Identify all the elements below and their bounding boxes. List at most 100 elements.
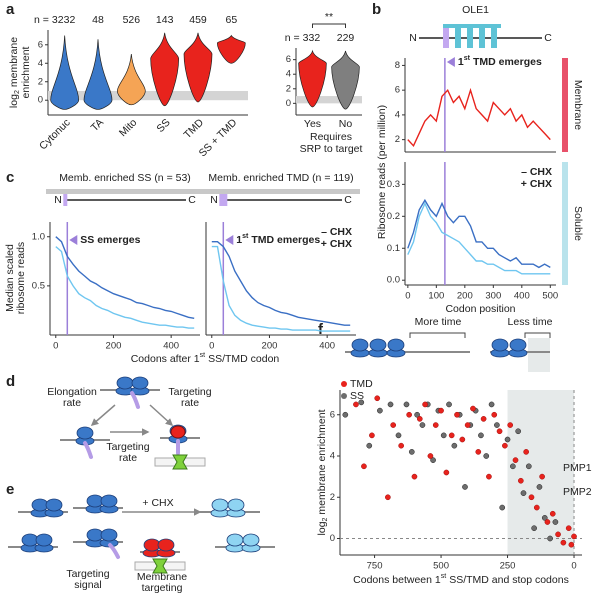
count-label-part: 3232 — [52, 14, 76, 26]
count-label: 459 — [189, 14, 207, 26]
x-tick-label: Cytonuc — [37, 117, 73, 153]
y-tick-label: 0.0 — [387, 275, 400, 286]
point — [406, 411, 412, 418]
x-axis-label: SRP to target — [300, 143, 363, 155]
point — [494, 422, 500, 428]
emerge-arrow — [446, 57, 455, 67]
ribosome-large — [76, 426, 94, 440]
diagram-label: + CHX — [142, 497, 173, 509]
y-tick-label: 4 — [330, 451, 335, 462]
c-terminus: C — [544, 32, 552, 44]
point — [395, 432, 402, 439]
emerge-arrow — [69, 235, 78, 245]
annotation: 1st TMD emerges — [236, 233, 320, 245]
y-tick-label: 0.1 — [387, 243, 400, 254]
point — [502, 442, 508, 449]
ribosome-large — [369, 338, 387, 352]
tmd-box — [443, 28, 449, 48]
translocon — [172, 454, 188, 470]
ribosome-large — [211, 498, 229, 512]
x-axis-label: Codon position — [445, 303, 515, 315]
x-tick-label: 300 — [485, 291, 501, 302]
point — [520, 490, 527, 496]
ribosome-large — [131, 376, 149, 390]
y-tick-label: 1.0 — [32, 231, 45, 242]
point — [454, 411, 460, 418]
annotation: 1st TMD emerges — [458, 55, 542, 67]
point — [390, 422, 397, 428]
panel-letter: f — [318, 321, 324, 338]
y-tick-label: 6 — [395, 85, 400, 96]
count-label: n = 3232 — [34, 14, 75, 26]
y-axis-label: Ribosome reads (per million) — [376, 105, 388, 239]
y-tick-label: 2 — [286, 83, 291, 94]
ribosome-large — [45, 498, 63, 512]
series-line — [55, 246, 195, 329]
legend-marker — [341, 381, 347, 387]
gene-track — [202, 189, 360, 194]
legend-entry: – CHX — [321, 226, 352, 238]
x-tick-label: 100 — [428, 291, 444, 302]
legend-entry: TMD — [350, 378, 373, 390]
point — [491, 411, 498, 418]
ribosome-large — [157, 538, 175, 552]
ribosome-large — [116, 376, 134, 390]
x-tick-label: 0 — [571, 561, 576, 572]
point — [486, 473, 492, 480]
signal-box — [219, 194, 228, 206]
point — [544, 519, 551, 525]
ribosome-large — [351, 338, 369, 352]
x-tick-label: No — [339, 118, 353, 130]
y-tick-label: 4 — [38, 58, 43, 69]
y-axis-label: log2 membrane — [8, 37, 22, 108]
count-label-part: n = — [285, 32, 300, 44]
diagram-label: Elongation — [47, 386, 97, 398]
count-label: 65 — [225, 14, 237, 26]
point — [411, 473, 418, 480]
annotation-part: TMD emerges — [251, 234, 320, 246]
tmd-box — [455, 28, 461, 48]
annotation-part: TMD emerges — [473, 56, 542, 68]
ribosome-large — [35, 533, 53, 547]
x-tick-label: 500 — [542, 291, 558, 302]
y-axis-label-part: 2 — [322, 517, 329, 521]
ribosome-large — [227, 498, 245, 512]
point — [478, 432, 484, 439]
point — [387, 401, 394, 408]
x-axis-label: Requires — [310, 131, 352, 143]
violin — [83, 39, 113, 110]
point — [528, 494, 535, 501]
y-axis-label: ribosome reads — [15, 242, 27, 314]
point — [549, 510, 556, 517]
c-terminus: C — [188, 194, 196, 206]
point — [496, 428, 503, 435]
point — [374, 395, 381, 402]
x-tick-label: Yes — [304, 118, 321, 130]
facet-bar — [562, 58, 568, 152]
x-tick-label: 250 — [500, 561, 516, 572]
y-tick-label: 0.2 — [387, 211, 400, 222]
series-line — [211, 245, 351, 332]
legend-entry: SS — [350, 390, 364, 402]
point-annotation: PMP1 — [563, 462, 592, 474]
x-tick-label: 400 — [514, 291, 530, 302]
x-axis-label-part: st — [441, 573, 447, 580]
gene-track — [46, 189, 204, 194]
count-label: 229 — [337, 32, 355, 44]
point — [517, 477, 524, 484]
violin — [150, 32, 180, 107]
y-axis-label-part: 2 — [14, 90, 21, 94]
point — [539, 473, 545, 480]
point — [369, 432, 375, 439]
gene-region — [443, 24, 501, 28]
violin — [298, 49, 327, 108]
point — [419, 422, 426, 428]
point — [464, 422, 471, 428]
gene-name: OLE1 — [462, 4, 489, 16]
panel-letter: d — [6, 373, 15, 390]
point — [440, 432, 447, 439]
point — [510, 463, 516, 470]
point — [408, 449, 415, 455]
series-line — [407, 198, 551, 269]
